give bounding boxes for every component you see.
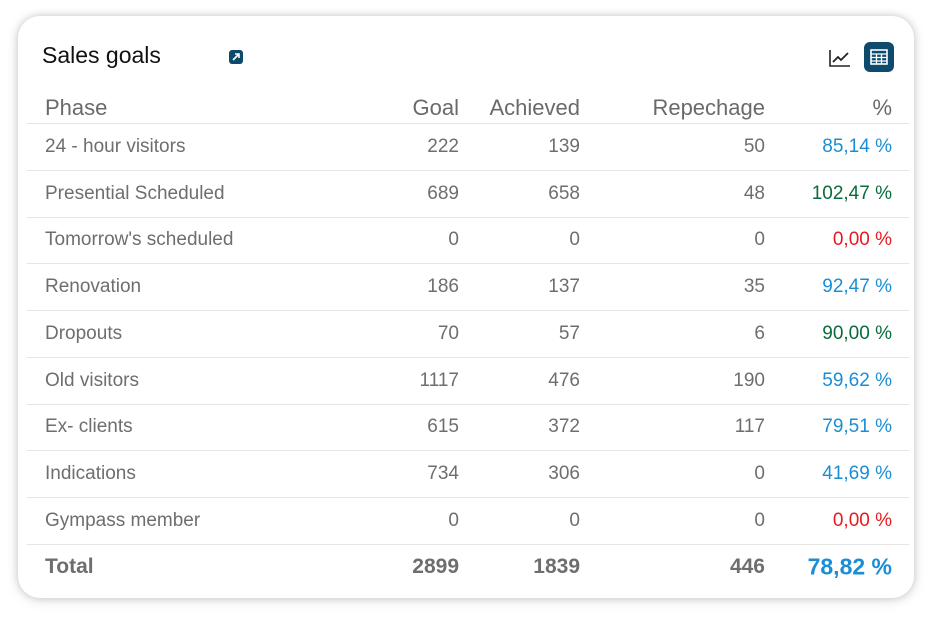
row-repechage: 190 (733, 369, 765, 391)
row-repechage: 48 (743, 182, 765, 204)
line-chart-button[interactable] (826, 44, 854, 72)
row-repechage: 50 (743, 135, 765, 157)
row-achieved: 476 (548, 369, 580, 391)
column-header-repechage[interactable]: Repechage (652, 94, 765, 120)
row-percent: 79,51 % (822, 416, 892, 438)
row-achieved: 0 (569, 229, 580, 251)
row-goal: 222 (427, 135, 459, 157)
row-phase: Presential Scheduled (45, 182, 225, 204)
row-phase: 24 - hour visitors (45, 135, 186, 157)
line-chart-icon (829, 50, 850, 67)
row-goal: 615 (427, 416, 459, 438)
row-phase: Ex- clients (45, 416, 133, 438)
column-header-percent[interactable]: % (872, 94, 892, 120)
row-phase: Old visitors (45, 369, 139, 391)
row-goal: 186 (427, 276, 459, 298)
row-achieved: 658 (548, 182, 580, 204)
row-phase: Indications (45, 463, 136, 485)
row-percent: 90,00 % (822, 322, 892, 344)
row-goal: 0 (448, 509, 459, 531)
row-percent: 59,62 % (822, 369, 892, 391)
row-achieved: 306 (548, 463, 580, 485)
row-phase: Gympass member (45, 509, 201, 531)
row-percent: 85,14 % (822, 135, 892, 157)
table-view-button[interactable] (864, 42, 894, 72)
table-row[interactable]: Indications 734 306 0 41,69 % (27, 451, 909, 498)
sales-goals-card: Sales goals Phase Goal Achieved Repechag… (18, 16, 914, 598)
table-row[interactable]: Ex- clients 615 372 117 79,51 % (27, 405, 909, 452)
row-goal: 689 (427, 182, 459, 204)
row-percent: 0,00 % (832, 229, 892, 251)
table-row[interactable]: Gympass member 0 0 0 0,00 % (27, 498, 909, 545)
row-phase: Dropouts (45, 322, 123, 344)
row-phase: Renovation (45, 276, 142, 298)
total-repechage: 446 (729, 554, 765, 578)
row-repechage: 6 (754, 322, 765, 344)
table-row[interactable]: Tomorrow's scheduled 0 0 0 0,00 % (27, 218, 909, 265)
sales-goals-table: Phase Goal Achieved Repechage % 24 - hou… (27, 92, 909, 589)
row-repechage: 0 (754, 229, 765, 251)
table-total-row: Total 2899 1839 446 78,82 % (27, 545, 909, 589)
row-goal: 70 (437, 322, 459, 344)
total-percent: 78,82 % (807, 553, 892, 580)
row-achieved: 137 (548, 276, 580, 298)
row-percent: 92,47 % (822, 276, 892, 298)
row-percent: 0,00 % (832, 509, 892, 531)
row-repechage: 117 (734, 416, 765, 438)
row-repechage: 0 (754, 509, 765, 531)
total-goal: 2899 (412, 554, 459, 578)
total-achieved: 1839 (533, 554, 580, 578)
row-achieved: 0 (569, 509, 580, 531)
row-phase: Tomorrow's scheduled (45, 229, 234, 251)
card-title: Sales goals (42, 42, 161, 68)
table-icon (870, 49, 888, 65)
column-header-goal[interactable]: Goal (412, 94, 459, 120)
table-row[interactable]: Old visitors 1117 476 190 59,62 % (27, 358, 909, 405)
external-link-icon[interactable] (229, 50, 243, 64)
column-header-achieved[interactable]: Achieved (489, 94, 580, 120)
row-goal: 0 (448, 229, 459, 251)
row-percent: 41,69 % (822, 463, 892, 485)
row-goal: 734 (427, 463, 459, 485)
row-achieved: 57 (558, 322, 580, 344)
table-row[interactable]: Renovation 186 137 35 92,47 % (27, 264, 909, 311)
table-row[interactable]: Presential Scheduled 689 658 48 102,47 % (27, 171, 909, 218)
table-row[interactable]: Dropouts 70 57 6 90,00 % (27, 311, 909, 358)
row-goal: 1117 (419, 369, 459, 391)
total-label: Total (45, 554, 94, 578)
column-header-phase[interactable]: Phase (45, 94, 108, 120)
row-repechage: 35 (743, 276, 765, 298)
row-percent: 102,47 % (811, 182, 892, 204)
row-achieved: 372 (548, 416, 580, 438)
table-header-row: Phase Goal Achieved Repechage % (27, 92, 909, 124)
row-repechage: 0 (754, 463, 765, 485)
row-achieved: 139 (548, 135, 580, 157)
table-row[interactable]: 24 - hour visitors 222 139 50 85,14 % (27, 124, 909, 171)
